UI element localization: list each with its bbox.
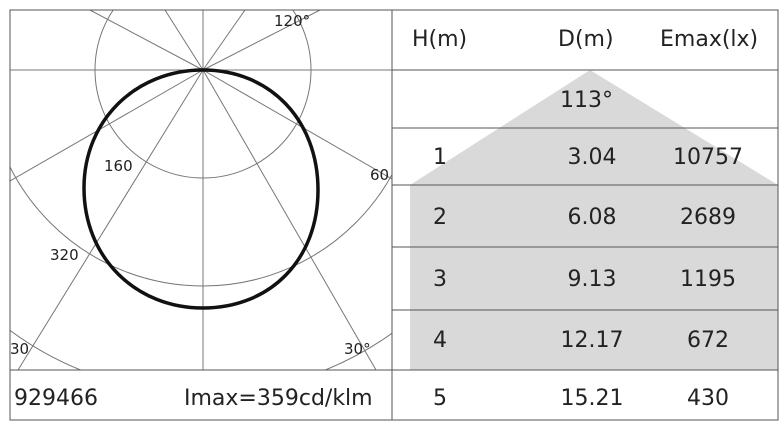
- ring-label-160: 160: [104, 157, 133, 175]
- row-2-e: 2689: [680, 205, 736, 230]
- ring-2: [10, 165, 392, 287]
- row-4-h: 4: [433, 328, 447, 353]
- row-1-e: 10757: [673, 145, 743, 170]
- row-5-e: 430: [687, 386, 729, 411]
- ring-label-320: 320: [50, 246, 79, 264]
- grid-ray-3: [17, 69, 204, 370]
- beam-angle: 113°: [560, 88, 613, 113]
- row-2-h: 2: [433, 205, 447, 230]
- grid-ray-5: [89, 10, 204, 71]
- header-d: D(m): [558, 27, 614, 52]
- row-1-h: 1: [433, 145, 447, 170]
- grid-ray-6: [202, 10, 321, 71]
- angle-label-60: 60: [370, 166, 390, 184]
- beam-shade: [410, 70, 778, 370]
- row-5-d: 15.21: [560, 386, 624, 411]
- intensity-curve: [82, 68, 320, 310]
- header-h: H(m): [412, 27, 468, 52]
- row-2-d: 6.08: [567, 205, 617, 230]
- row-3-d: 9.13: [567, 267, 617, 292]
- row-3-e: 1195: [680, 267, 736, 292]
- grid-ray-1: [10, 69, 204, 182]
- header-emax: Emax(lx): [660, 27, 759, 52]
- outer-frame: [9, 9, 779, 421]
- product-code: 929466: [14, 386, 98, 411]
- angle-label-30-right: 30°: [344, 340, 371, 358]
- angle-label-120: 120°: [274, 12, 311, 30]
- grid-ray-2: [202, 69, 392, 180]
- row-4-e: 672: [687, 328, 729, 353]
- grid-ray-8: [202, 10, 246, 71]
- grid-ray-7: [164, 10, 204, 71]
- row-4-d: 12.17: [560, 328, 624, 353]
- grid-ray-4: [202, 69, 377, 370]
- row-5-h: 5: [433, 386, 447, 411]
- angle-label-30-left: 30: [10, 340, 30, 358]
- row-3-h: 3: [433, 267, 447, 292]
- row-1-d: 3.04: [567, 145, 617, 170]
- imax-value: Imax=359cd/klm: [184, 386, 373, 411]
